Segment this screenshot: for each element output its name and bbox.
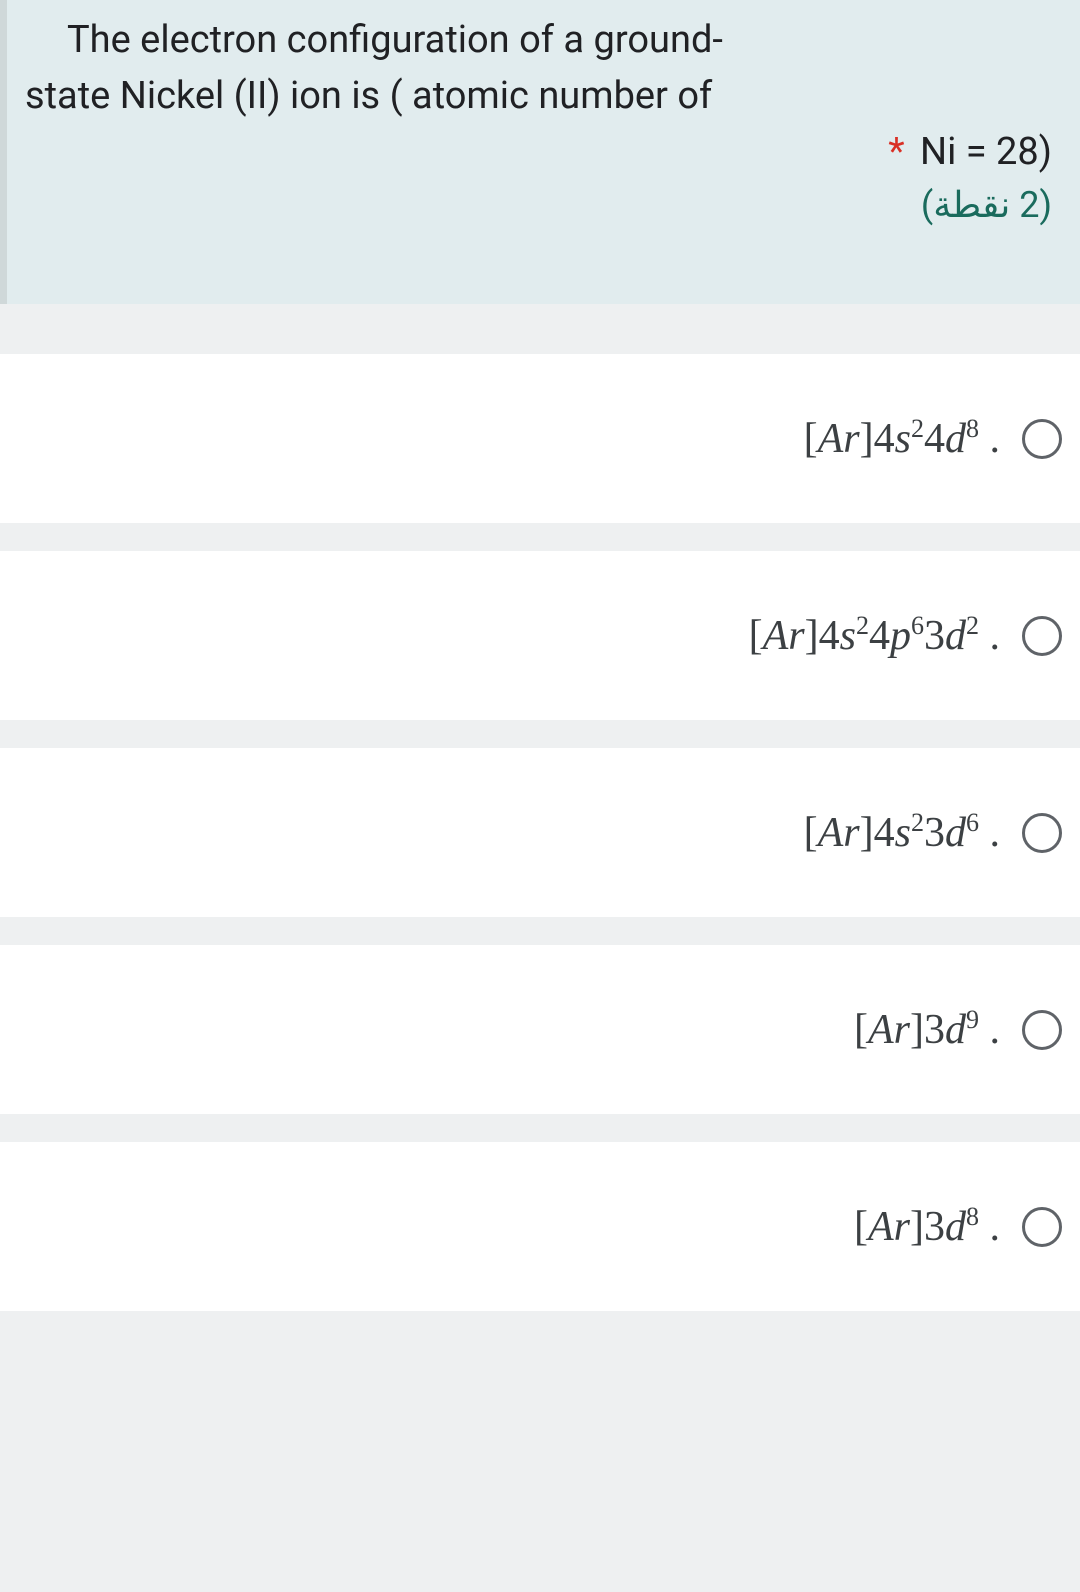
radio-icon[interactable] bbox=[1022, 1010, 1062, 1050]
option-row[interactable]: [Ar]4s24d8 . bbox=[0, 354, 1080, 523]
question-text: Ni = 28) bbox=[920, 130, 1052, 174]
option-label: [Ar]4s24d8 . bbox=[804, 415, 1000, 463]
question-block: The electron configuration of a ground- … bbox=[0, 0, 1080, 304]
question-text-line: * Ni = 28) bbox=[25, 124, 1052, 180]
points-label: (2 نقطة) bbox=[25, 184, 1052, 226]
option-label: [Ar]3d9 . bbox=[854, 1006, 1000, 1054]
radio-icon[interactable] bbox=[1022, 419, 1062, 459]
radio-icon[interactable] bbox=[1022, 1207, 1062, 1247]
required-asterisk: * bbox=[888, 130, 904, 174]
question-text: state Nickel (II) ion is ( atomic number… bbox=[25, 74, 712, 118]
option-row[interactable]: [Ar]4s24p63d2 . bbox=[0, 551, 1080, 720]
option-row[interactable]: [Ar]3d8 . bbox=[0, 1142, 1080, 1311]
radio-icon[interactable] bbox=[1022, 616, 1062, 656]
question-text-line: The electron configuration of a ground- bbox=[25, 12, 1052, 68]
option-label: [Ar]4s24p63d2 . bbox=[749, 612, 1000, 660]
question-text-line: state Nickel (II) ion is ( atomic number… bbox=[25, 68, 1052, 124]
options-list: [Ar]4s24d8 . [Ar]4s24p63d2 . [Ar]4s23d6 … bbox=[0, 354, 1080, 1311]
option-label: [Ar]4s23d6 . bbox=[804, 809, 1000, 857]
option-label: [Ar]3d8 . bbox=[854, 1203, 1000, 1251]
option-row[interactable]: [Ar]3d9 . bbox=[0, 945, 1080, 1114]
question-text: The electron configuration of a ground- bbox=[67, 18, 723, 62]
option-row[interactable]: [Ar]4s23d6 . bbox=[0, 748, 1080, 917]
radio-icon[interactable] bbox=[1022, 813, 1062, 853]
